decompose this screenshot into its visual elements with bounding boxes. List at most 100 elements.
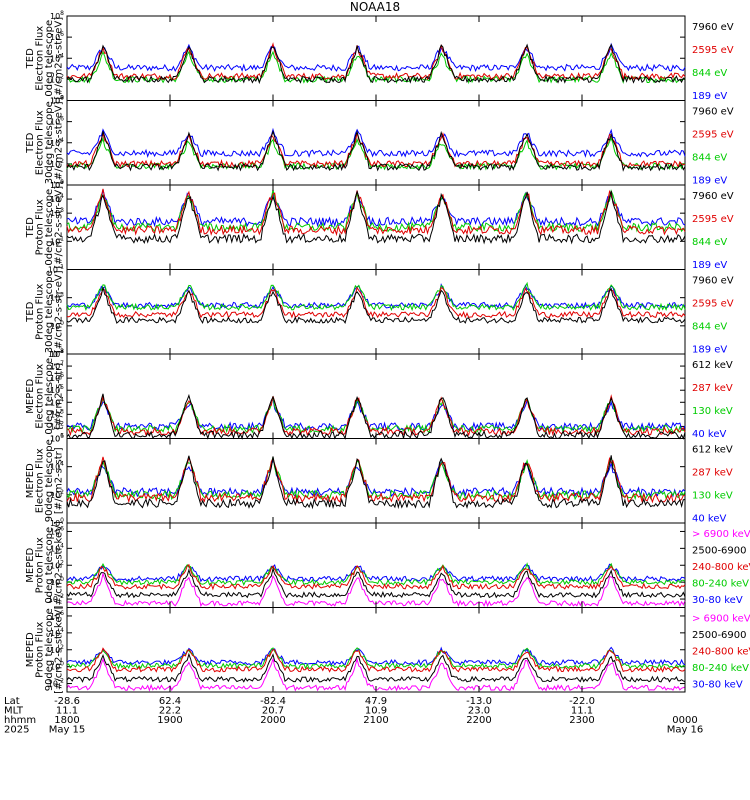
series-line (66, 189, 686, 228)
y-tick-label: 100 (50, 576, 64, 587)
y-axis-label: [#/cm2-s-str-keV] (54, 521, 65, 609)
y-axis-label: 0deg telescope (44, 358, 55, 435)
y-tick-label: 106 (50, 31, 64, 42)
series-line (66, 562, 686, 587)
y-axis-label: Proton Flux (35, 284, 46, 340)
legend-entry: 2595 eV (692, 214, 734, 225)
y-axis-label: [#/cm2-s-str-eV] (54, 186, 65, 269)
y-axis-label: Proton Flux (35, 622, 46, 678)
y-axis-label: TED (25, 48, 36, 69)
legend-entry: 189 eV (692, 91, 727, 102)
y-axis-label: TED (25, 301, 36, 322)
time-row-label: 2025 (4, 725, 29, 736)
y-axis-label: 30deg telescope (44, 270, 55, 353)
time-column-value: 20.7 (262, 706, 284, 717)
y-tick-label: 104 (50, 137, 64, 148)
legend-entry: 844 eV (692, 322, 727, 333)
series-line (66, 129, 686, 172)
y-tick-label: 107 (50, 360, 64, 371)
y-tick-label: 103 (50, 408, 64, 419)
y-tick-label: 108 (50, 95, 64, 106)
y-axis-label: Proton Flux (35, 537, 46, 593)
series-line (66, 127, 686, 159)
y-tick-label: 103 (50, 292, 64, 303)
time-column-value: 22.2 (159, 706, 181, 717)
y-tick-label: 104 (50, 396, 64, 407)
y-tick-label: 102 (50, 73, 64, 84)
series-line (66, 646, 686, 667)
y-axis-label: MEPED (25, 547, 36, 582)
y-axis-label: 90deg telescope (44, 608, 55, 691)
legend-entry: 7960 eV (692, 276, 734, 287)
series-line (66, 455, 686, 510)
legend-entry: 240-800 keV (692, 647, 750, 658)
series-line (66, 563, 686, 591)
legend-entry: 189 eV (692, 345, 727, 356)
legend-entry: 30-80 keV (692, 680, 743, 691)
legend-entry: 40 keV (692, 514, 726, 525)
time-column-value: 1800 (54, 715, 79, 726)
y-tick-label: 102 (50, 158, 64, 169)
y-tick-label: 108 (50, 10, 64, 21)
legend-entry: > 6900 keV (692, 529, 750, 540)
time-column-value: -28.6 (54, 696, 80, 707)
y-tick-label: 100 (50, 95, 64, 106)
legend-entry: 7960 eV (692, 22, 734, 33)
series-line (66, 42, 686, 81)
y-tick-label: 101 (50, 235, 64, 246)
y-axis-label: [#/cm2-s-str-eV] (54, 101, 65, 184)
y-tick-label: 105 (50, 179, 64, 190)
y-tick-label: 100 (50, 320, 64, 331)
y-axis-label: Electron Flux (35, 448, 46, 513)
chart-title: NOAA18 (349, 0, 401, 14)
series-line (66, 287, 686, 324)
time-column-value: 0000 (672, 715, 697, 726)
y-tick-label: 106 (50, 372, 64, 383)
legend-entry: 7960 eV (692, 107, 734, 118)
time-column-value: 62.4 (159, 696, 181, 707)
y-tick-label: 10-2 (48, 678, 64, 689)
legend-entry: 80-240 keV (692, 663, 749, 674)
legend-entry: 844 eV (692, 237, 727, 248)
time-column-value: -22.0 (569, 696, 595, 707)
legend-entry: 240-800 keV (692, 562, 750, 573)
y-axis-label: [#/cm2-s-str] (54, 447, 65, 514)
y-tick-label: 103 (50, 207, 64, 218)
legend-entry: 2595 eV (692, 299, 734, 310)
y-tick-label: 100 (50, 179, 64, 190)
legend-entry: > 6900 keV (692, 614, 750, 625)
y-tick-label: 102 (50, 559, 64, 570)
y-tick-label: 10-1 (48, 264, 64, 275)
time-column-value: May 15 (49, 725, 86, 736)
y-tick-label: 10-2 (48, 593, 64, 604)
time-row-label: hhmm (4, 715, 36, 726)
time-row-label: MLT (4, 706, 24, 717)
y-tick-label: 10-3 (48, 348, 64, 359)
series-line (66, 286, 686, 319)
series-line (66, 398, 686, 432)
series-line (66, 131, 686, 169)
series-line (66, 43, 686, 85)
legend-entry: 287 keV (692, 383, 733, 394)
legend-entry: 130 keV (692, 491, 733, 502)
y-axis-label: [#/cm2-s-str-eV] (54, 17, 65, 100)
y-axis-label: 90deg telescope (44, 439, 55, 522)
legend-entry: 80-240 keV (692, 579, 749, 590)
time-column-value: 2200 (466, 715, 491, 726)
y-tick-label: 100 (50, 661, 64, 672)
series-line (66, 563, 686, 583)
y-axis-label: TED (25, 217, 36, 238)
panel-frame (66, 15, 686, 101)
time-column-value: May 16 (667, 725, 704, 736)
panel-frame (66, 100, 686, 186)
y-axis-label: Electron Flux (35, 110, 46, 175)
y-axis-label: [#/cm2-s-str-keV] (54, 606, 65, 694)
legend-entry: 612 keV (692, 360, 733, 371)
y-tick-label: 106 (50, 433, 64, 444)
legend-entry: 2595 eV (692, 130, 734, 141)
time-column-value: 47.9 (365, 696, 387, 707)
legend-entry: 2595 eV (692, 45, 734, 56)
y-axis-label: TED (25, 132, 36, 153)
y-tick-label: 105 (50, 384, 64, 395)
legend-entry: 30-80 keV (692, 595, 743, 606)
